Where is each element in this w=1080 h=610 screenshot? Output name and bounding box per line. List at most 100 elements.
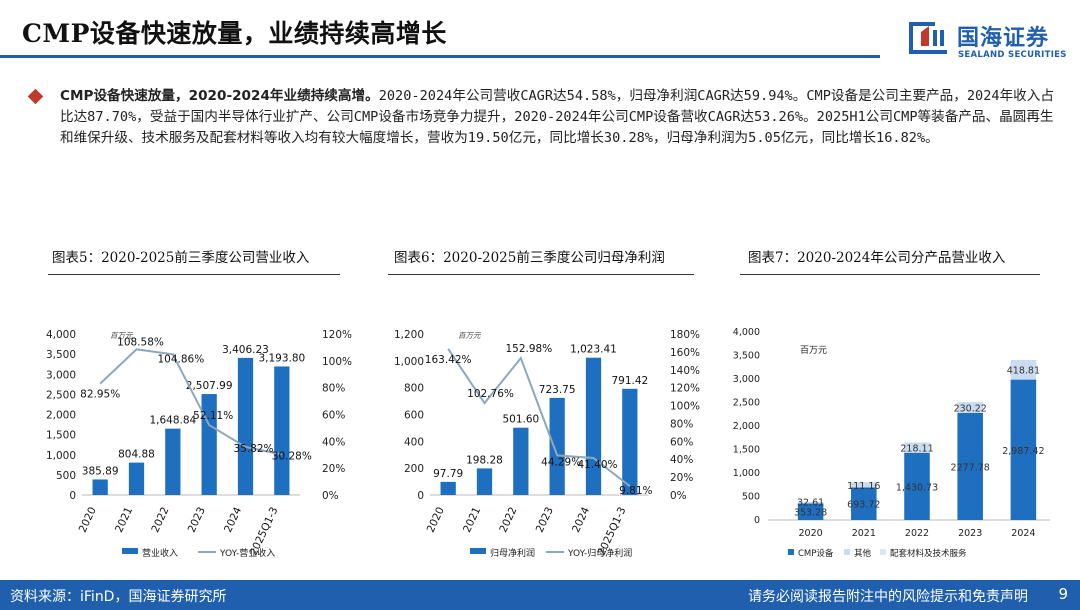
footer-source: 资料来源：iFinD，国海证券研究所 xyxy=(10,589,227,605)
bar-cmp xyxy=(851,487,877,520)
legend-line-label: YOY-归母净利润 xyxy=(567,547,632,559)
footer-bar: 资料来源：iFinD，国海证券研究所 请务必阅读报告附注中的风险提示和免责声明 … xyxy=(0,580,1080,610)
y-tick-label: 500 xyxy=(56,470,76,482)
y-tick-label: 3,000 xyxy=(733,374,760,385)
bar-value-label: 1,023.41 xyxy=(570,344,617,356)
yoy-value-label: 102.76% xyxy=(467,388,514,400)
bar-value-label: 804.88 xyxy=(118,449,155,461)
y2-tick-label: 180% xyxy=(670,329,700,341)
y-tick-label: 1,200 xyxy=(394,329,424,341)
y2-tick-label: 0% xyxy=(670,490,687,502)
y2-tick-label: 40% xyxy=(670,454,693,466)
y-tick-label: 3,500 xyxy=(733,351,760,362)
yoy-line xyxy=(447,348,631,488)
page-title: CMP设备快速放量，业绩持续高增长 xyxy=(22,19,447,48)
legend-other-swatch xyxy=(844,549,850,555)
bar-value-label: 2,987.42 xyxy=(1002,446,1044,457)
y-tick-label: 600 xyxy=(404,410,424,422)
x-tick-label: 2024 xyxy=(222,505,244,535)
y2-tick-label: 60% xyxy=(322,410,345,422)
bar xyxy=(622,388,638,495)
bar-value-label: 3,406.23 xyxy=(222,344,269,356)
y-tick-label: 0 xyxy=(69,490,76,502)
y2-tick-label: 20% xyxy=(670,472,693,484)
y-tick-label: 0 xyxy=(417,490,424,502)
y-tick-label: 1,000 xyxy=(394,356,424,368)
bar-cmp xyxy=(957,412,983,520)
y-tick-label: 3,000 xyxy=(46,369,76,381)
chart-title-revenue: 图表5：2020-2025前三季度公司营业收入 xyxy=(52,250,310,266)
company-logo: 国海证券 SEALAND SECURITIES xyxy=(907,16,1067,66)
footer-disclaimer: 请务必阅读报告附注中的风险提示和免责声明 xyxy=(748,589,1028,605)
y2-tick-label: 80% xyxy=(322,383,345,395)
bar xyxy=(128,462,145,495)
bar-value-label: 501.60 xyxy=(502,414,539,426)
bar xyxy=(440,481,456,495)
y-tick-label: 200 xyxy=(404,463,424,475)
y-tick-label: 1,000 xyxy=(46,450,76,462)
bar-value-label: 2,507.99 xyxy=(186,380,233,392)
yoy-value-label: 41.40% xyxy=(577,459,617,471)
bar-value-label: 198.28 xyxy=(466,454,503,466)
legend-other-label: 其他 xyxy=(854,548,872,559)
y-tick-label: 1,000 xyxy=(733,468,760,479)
bar-cmp xyxy=(904,452,930,520)
bar-value-label: 2277.78 xyxy=(951,462,990,473)
bar-value-label: 1,430.73 xyxy=(896,482,938,493)
logo-en-text: SEALAND SECURITIES xyxy=(958,50,1067,60)
bar-value-label: 1,648.84 xyxy=(149,415,196,427)
bar-value-label: 418.81 xyxy=(1007,366,1040,377)
yoy-value-label: 30.28% xyxy=(272,450,312,462)
bar-value-label: 97.79 xyxy=(433,468,463,480)
yoy-line xyxy=(99,348,283,456)
y-tick-label: 3,500 xyxy=(46,349,76,361)
y-tick-label: 2,500 xyxy=(733,398,760,409)
bar xyxy=(274,366,290,495)
y-tick-label: 400 xyxy=(404,436,424,448)
y-tick-label: 1,500 xyxy=(733,445,760,456)
x-tick-label: 2022 xyxy=(149,505,171,534)
x-tick-label: 2022 xyxy=(497,505,519,534)
legend-cmp-swatch xyxy=(788,549,794,555)
y2-tick-label: 20% xyxy=(322,463,345,475)
bar-value-label: 230.22 xyxy=(954,404,987,415)
legend-cmp-label: CMP设备 xyxy=(798,548,834,559)
bar-value-label: 218.11 xyxy=(900,444,933,455)
summary-bold: CMP设备快速放量，2020-2024年业绩持续高增。 xyxy=(60,88,379,104)
legend-materials-label: 配套材料及技术服务 xyxy=(890,548,967,559)
y-tick-label: 4,000 xyxy=(733,327,760,338)
y2-tick-label: 140% xyxy=(670,365,700,377)
summary-paragraph: CMP设备快速放量，2020-2024年业绩持续高增。2020-2024年公司营… xyxy=(27,86,1056,149)
y-tick-label: 500 xyxy=(742,492,760,503)
x-tick-label: 2021 xyxy=(852,528,876,539)
bar-value-label: 3,193.80 xyxy=(258,352,305,364)
y2-tick-label: 100% xyxy=(670,401,700,413)
bar-value-label: 723.75 xyxy=(539,384,576,396)
chart-title-profit: 图表6：2020-2025前三季度公司归母净利润 xyxy=(394,250,665,266)
x-tick-label: 2021 xyxy=(113,505,135,534)
segment-revenue-chart: 4,000 3,500 3,000 2,500 2,000 1,500 1,000 500 0 百… xyxy=(733,327,1050,559)
bar-cmp xyxy=(1010,379,1037,520)
y-tick-label: 2,500 xyxy=(46,389,76,401)
y2-tick-label: 60% xyxy=(670,436,693,448)
unit-label: 百万元 xyxy=(800,345,827,356)
bar xyxy=(165,428,181,495)
bar-value-label: 693.72 xyxy=(847,500,880,511)
x-tick-label: 2022 xyxy=(905,528,929,539)
bar-materials xyxy=(1010,359,1037,380)
bar-value-label: 791.42 xyxy=(611,375,648,387)
x-tick-label: 2020 xyxy=(77,505,99,534)
y2-tick-label: 80% xyxy=(670,418,693,430)
yoy-value-label: 104.86% xyxy=(157,353,204,365)
x-tick-label: 2024 xyxy=(570,505,592,535)
unit-label: 百万元 xyxy=(110,331,133,340)
y2-tick-label: 0% xyxy=(322,490,339,502)
bar xyxy=(92,479,108,495)
yoy-value-label: 52.11% xyxy=(193,410,233,422)
y-tick-label: 800 xyxy=(404,383,424,395)
chart-title-segment: 图表7：2020-2024年公司分产品营业收入 xyxy=(748,250,1006,266)
bar-materials xyxy=(904,442,930,453)
unit-label: 百万元 xyxy=(458,331,481,340)
legend-bar-label: 归母净利润 xyxy=(490,547,535,559)
bar xyxy=(549,397,565,495)
